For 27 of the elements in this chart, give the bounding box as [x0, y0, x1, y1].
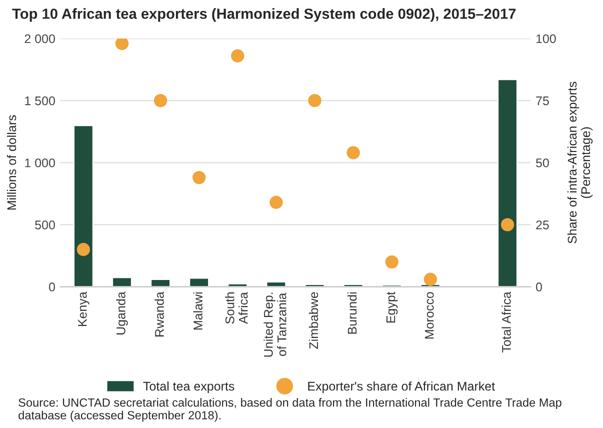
y-tick-label: 2 000 [24, 34, 55, 44]
legend-label: Exporter's share of African Market [308, 381, 495, 394]
y2-tick-label: 25 [536, 220, 549, 230]
legend-label: Total tea exports [143, 381, 234, 394]
x-tick-label: Morocco [425, 292, 434, 339]
chart-title: Top 10 African tea exporters (Harmonized System code 0902), 2015–2017 [12, 8, 516, 22]
x-tick-label: Zimbabwe [308, 292, 318, 349]
y-tick-label: 1 500 [25, 96, 55, 106]
x-tick-label: Uganda [116, 292, 128, 334]
y-tick-label: 1 000 [25, 158, 55, 168]
y-axis-title: Millions of dollars [6, 115, 16, 210]
x-tick-label: Egypt [386, 292, 398, 323]
x-tick-label: Burundi [347, 292, 357, 334]
y2-tick-label: 100 [536, 34, 556, 44]
x-tick-label: Rwanda [154, 292, 164, 336]
x-tick-label: South Africa [225, 292, 248, 324]
y2-tick-label: 0 [536, 282, 542, 292]
y2-tick-label: 75 [536, 96, 549, 106]
source-note: Source: UNCTAD secretariat calculations, based on data from the International Trade Centre Trade Map database (accessed September 2018). [18, 398, 562, 422]
x-tick-label: Total Africa [502, 292, 511, 352]
y-tick-label: 0 [48, 282, 55, 292]
x-tick-label: Kenya [78, 292, 90, 326]
x-tick-label: United Rep. of Tanzania [264, 292, 286, 357]
y2-tick-label: 50 [536, 158, 549, 168]
y-tick-label: 500 [35, 220, 55, 230]
y2-axis-title: Share of intra-African exports (Percentage) [567, 82, 593, 244]
x-tick-label: Malawi [193, 292, 202, 330]
